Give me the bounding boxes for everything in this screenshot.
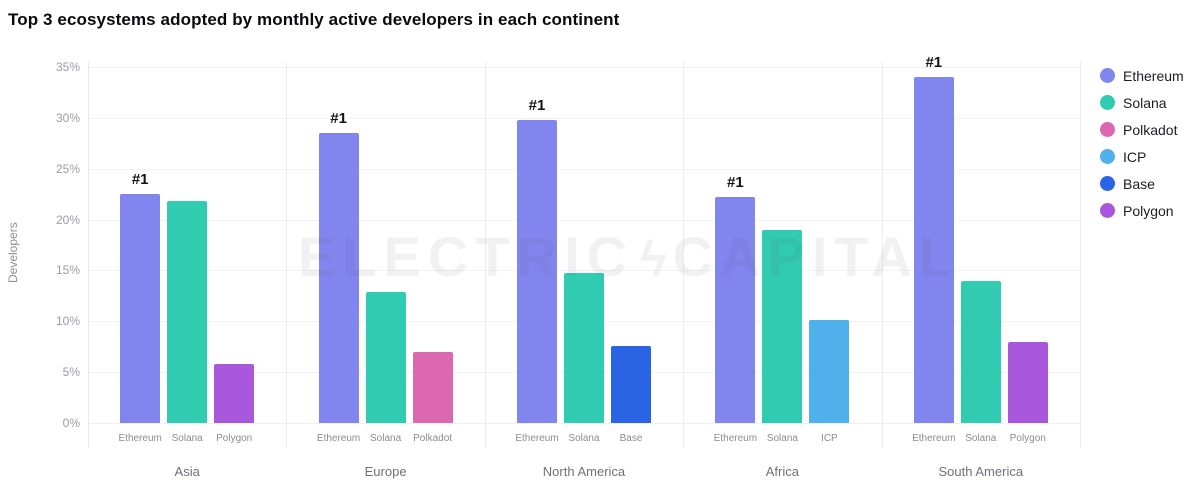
- y-tick-label: 30%: [55, 110, 80, 125]
- bar-ecosystem-label: Solana: [171, 433, 203, 444]
- continent-label: Asia: [174, 464, 200, 479]
- legend-label: Base: [1123, 175, 1155, 192]
- bar-ecosystem-label: Solana: [568, 433, 600, 444]
- bar-solana[interactable]: [564, 273, 604, 423]
- legend-color-dot: [1100, 122, 1115, 137]
- legend: Ethereum Solana Polkadot ICP Base Polygon: [1100, 62, 1184, 224]
- panel-separator: [683, 62, 685, 448]
- bar-ecosystem-label: Base: [619, 433, 643, 444]
- legend-label: Ethereum: [1123, 67, 1184, 84]
- legend-item-base[interactable]: Base: [1100, 170, 1184, 197]
- continent-label: Europe: [364, 464, 407, 479]
- x-axis-line: [88, 423, 1080, 424]
- bar-solana[interactable]: [365, 291, 406, 423]
- panel-separator: [286, 62, 288, 448]
- bar-ethereum[interactable]: [517, 119, 557, 423]
- bar-base[interactable]: [611, 345, 651, 423]
- bar-solana[interactable]: [960, 280, 1001, 423]
- rank-1-label: #1: [925, 54, 943, 72]
- gridline: [88, 270, 1080, 272]
- legend-item-solana[interactable]: Solana: [1100, 89, 1184, 116]
- legend-item-ethereum[interactable]: Ethereum: [1100, 62, 1184, 89]
- bar-ecosystem-label: Ethereum: [316, 433, 361, 444]
- y-axis-line: [88, 62, 89, 448]
- bar-ecosystem-label: ICP: [821, 433, 838, 444]
- y-tick-label: 15%: [55, 263, 80, 278]
- bar-ecosystem-label: Ethereum: [713, 433, 758, 444]
- y-tick-label: 0%: [62, 416, 80, 430]
- bar-ecosystem-label: Solana: [965, 433, 997, 444]
- bar-ethereum[interactable]: [715, 197, 756, 423]
- bar-polygon[interactable]: [1007, 341, 1048, 423]
- legend-label: Solana: [1123, 94, 1167, 111]
- bar-polygon[interactable]: [214, 364, 255, 423]
- rank-1-label: #1: [727, 174, 744, 192]
- panel-separator: [484, 62, 486, 448]
- bar-ecosystem-label: Solana: [370, 433, 402, 444]
- y-tick-label: 20%: [55, 212, 80, 227]
- bar-ecosystem-label: Ethereum: [912, 433, 956, 444]
- watermark: ELECTRIC ϟ CAPITAL: [298, 224, 953, 289]
- gridline: [88, 168, 1080, 170]
- continent-label: South America: [938, 464, 1024, 479]
- bar-ethereum[interactable]: [120, 194, 161, 423]
- rank-1-label: #1: [528, 96, 546, 114]
- rank-1-label: #1: [330, 110, 347, 128]
- bar-ethereum[interactable]: [913, 77, 954, 423]
- gridline: [88, 117, 1080, 119]
- y-tick-label: 10%: [55, 314, 80, 329]
- legend-item-polygon[interactable]: Polygon: [1100, 197, 1184, 224]
- bar-solana[interactable]: [167, 201, 208, 423]
- continent-label: North America: [542, 464, 626, 479]
- bar-ecosystem-label: Polkadot: [413, 433, 453, 444]
- chart-title: Top 3 ecosystems adopted by monthly acti…: [8, 10, 620, 29]
- legend-label: Polygon: [1123, 202, 1174, 219]
- bar-ecosystem-label: Solana: [766, 433, 798, 444]
- y-tick-label: 35%: [55, 60, 80, 74]
- bar-ecosystem-label: Polygon: [216, 433, 253, 444]
- gridline: [88, 67, 1080, 68]
- continent-label: Africa: [765, 464, 799, 479]
- gridline: [88, 219, 1080, 221]
- bar-ecosystem-label: Polygon: [1009, 433, 1046, 444]
- legend-color-dot: [1100, 68, 1115, 83]
- legend-color-dot: [1100, 203, 1115, 218]
- legend-color-dot: [1100, 176, 1115, 191]
- y-axis-label: Developers: [6, 222, 20, 284]
- legend-item-icp[interactable]: ICP: [1100, 143, 1184, 170]
- bar-ecosystem-label: Ethereum: [118, 433, 162, 444]
- y-tick-label: 25%: [55, 161, 80, 176]
- legend-item-polkadot[interactable]: Polkadot: [1100, 116, 1184, 143]
- rank-1-label: #1: [131, 171, 149, 189]
- panel-separator: [881, 62, 883, 448]
- bar-polkadot[interactable]: [412, 351, 453, 423]
- bar-ethereum[interactable]: [318, 133, 359, 423]
- legend-color-dot: [1100, 149, 1115, 164]
- bar-solana[interactable]: [762, 229, 803, 423]
- y-tick-label: 5%: [62, 365, 80, 380]
- lightning-bolt-icon: ϟ: [640, 231, 667, 287]
- legend-color-dot: [1100, 95, 1115, 110]
- legend-label: ICP: [1123, 148, 1147, 165]
- legend-label: Polkadot: [1123, 121, 1178, 138]
- bar-ecosystem-label: Ethereum: [515, 433, 559, 444]
- panel-separator: [1080, 62, 1081, 448]
- bar-icp[interactable]: [809, 320, 850, 423]
